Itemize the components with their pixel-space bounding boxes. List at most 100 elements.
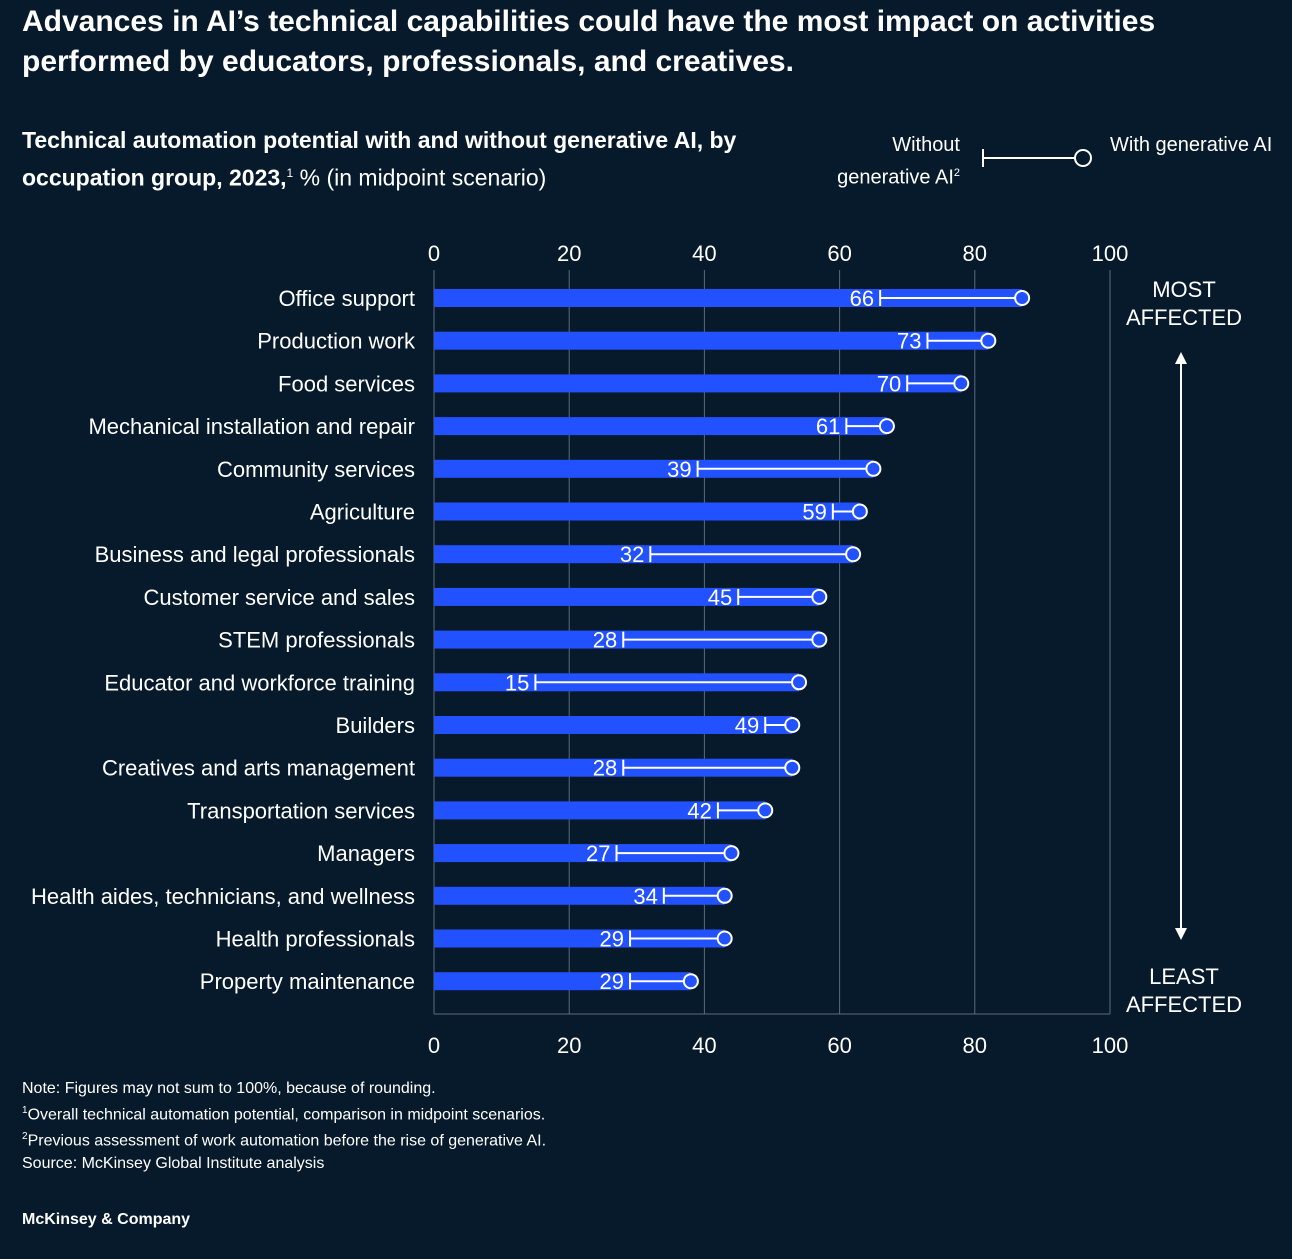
affected-arrow-up-head	[1175, 352, 1187, 364]
category-label: Customer service and sales	[144, 585, 415, 610]
x-tick-label-bottom: 0	[428, 1033, 440, 1058]
value-label: 15	[505, 670, 529, 695]
bar-with-generative-ai	[434, 929, 725, 948]
legend-without: Without generative AI2	[800, 131, 960, 192]
value-label: 70	[877, 371, 901, 396]
x-tick-label-bottom: 100	[1092, 1033, 1129, 1058]
category-label: Educator and workforce training	[104, 670, 415, 695]
value-label: 61	[816, 414, 840, 439]
headline: Advances in AI’s technical capabilities …	[22, 5, 1156, 78]
footnote-1: 1Overall technical automation potential,…	[22, 1100, 922, 1126]
bar-with-generative-ai	[434, 587, 820, 606]
category-label: Mechanical installation and repair	[88, 414, 415, 439]
least-affected-label: LEAST AFFECTED	[1125, 964, 1243, 1017]
marker-with-generative-ai	[865, 460, 882, 477]
marker-with-generative-ai	[757, 802, 774, 819]
marker-with-generative-ai	[845, 546, 862, 563]
footnote-2: 2Previous assessment of work automation …	[22, 1126, 922, 1152]
bar-with-generative-ai	[434, 459, 874, 478]
value-label: 42	[687, 798, 711, 823]
category-label: Creatives and arts management	[102, 756, 415, 781]
chart-area: 0 0 20 20 40 40 60 60 80 80 100 100 Office support 66…	[31, 241, 1187, 1058]
bar-with-generative-ai	[434, 289, 1023, 307]
bar-with-generative-ai	[434, 844, 732, 863]
marker-with-generative-ai	[980, 332, 997, 349]
affected-arrow-down-head	[1175, 928, 1187, 940]
value-label: 32	[620, 542, 644, 567]
most-affected-label: MOST AFFECTED	[1125, 277, 1243, 330]
bar-with-generative-ai	[434, 331, 989, 350]
x-tick-label-top: 40	[692, 241, 716, 266]
category-label: Property maintenance	[200, 969, 415, 994]
value-label: 59	[802, 500, 826, 525]
category-label: Managers	[317, 841, 415, 866]
category-label: Office support	[278, 286, 415, 311]
value-label: 34	[633, 884, 657, 909]
marker-with-generative-ai	[784, 717, 801, 733]
x-tick-label-top: 80	[963, 241, 987, 266]
marker-with-generative-ai	[716, 887, 733, 904]
bar-with-generative-ai	[434, 758, 793, 777]
footnote-2-text: Previous assessment of work automation b…	[27, 1132, 547, 1150]
marker-with-generative-ai	[811, 631, 828, 648]
marker-with-generative-ai	[791, 674, 808, 691]
footnotes: Note: Figures may not sum to 100%, becau…	[22, 1078, 922, 1175]
value-label: 29	[600, 969, 624, 994]
x-tick-label-top: 60	[827, 241, 851, 266]
category-label: Food services	[278, 371, 415, 396]
bar-with-generative-ai	[434, 972, 691, 991]
category-label: Production work	[257, 329, 416, 354]
value-label: 28	[593, 756, 617, 781]
legend-with: With generative AI	[1110, 134, 1273, 156]
marker-with-generative-ai	[953, 375, 970, 392]
note-line: Note: Figures may not sum to 100%, becau…	[22, 1080, 436, 1097]
x-tick-label-top: 20	[557, 241, 581, 266]
source-line: Source: McKinsey Global Institute analys…	[22, 1154, 325, 1172]
x-tick-label-bottom: 20	[557, 1033, 581, 1058]
value-label: 28	[593, 628, 617, 653]
value-label: 27	[586, 841, 610, 866]
value-label: 66	[850, 286, 874, 311]
value-label: 39	[667, 457, 691, 482]
marker-with-generative-ai	[716, 930, 733, 947]
legend-symbol	[982, 149, 1092, 167]
value-label: 29	[600, 927, 624, 952]
category-label: Community services	[217, 457, 415, 482]
bar-with-generative-ai	[434, 417, 887, 436]
brand-logo-text: McKinsey & Company	[22, 1211, 191, 1228]
footnote-2-mark: 2	[22, 1131, 28, 1143]
category-label: Builders	[336, 713, 415, 738]
bar-with-generative-ai	[434, 374, 962, 393]
bar-with-generative-ai	[434, 502, 860, 521]
value-label: 49	[735, 713, 759, 738]
x-tick-label-bottom: 60	[827, 1033, 851, 1058]
marker-with-generative-ai	[1014, 290, 1031, 306]
bar-with-generative-ai	[434, 886, 725, 905]
bar-with-generative-ai	[434, 716, 793, 734]
subtitle-bold: Technical automation potential with and …	[22, 127, 737, 191]
category-label: Transportation services	[187, 798, 415, 823]
x-tick-label-top: 0	[428, 241, 440, 266]
value-label: 45	[708, 585, 732, 610]
legend-without-footnote-mark: 2	[953, 167, 960, 179]
value-label: 73	[897, 329, 921, 354]
category-label: Health aides, technicians, and wellness	[31, 884, 415, 909]
legend-without-label: Without generative AI	[837, 134, 960, 189]
bar-with-generative-ai	[434, 801, 766, 820]
legend-end-circle	[1074, 149, 1092, 167]
bar-with-generative-ai	[434, 545, 854, 564]
footnote-1-mark: 1	[22, 1105, 28, 1116]
category-label: Agriculture	[310, 500, 415, 525]
marker-with-generative-ai	[784, 759, 801, 776]
marker-with-generative-ai	[682, 973, 699, 990]
x-tick-label-bottom: 80	[963, 1033, 987, 1058]
x-tick-label-top: 100	[1092, 241, 1129, 266]
category-label: Health professionals	[216, 927, 415, 952]
marker-with-generative-ai	[851, 503, 868, 520]
marker-with-generative-ai	[811, 588, 828, 605]
x-tick-label-bottom: 40	[692, 1033, 716, 1058]
category-label: STEM professionals	[218, 628, 415, 653]
subtitle-footnote-mark: 1	[286, 166, 294, 180]
category-label: Business and legal professionals	[95, 542, 415, 567]
marker-with-generative-ai	[723, 845, 740, 862]
